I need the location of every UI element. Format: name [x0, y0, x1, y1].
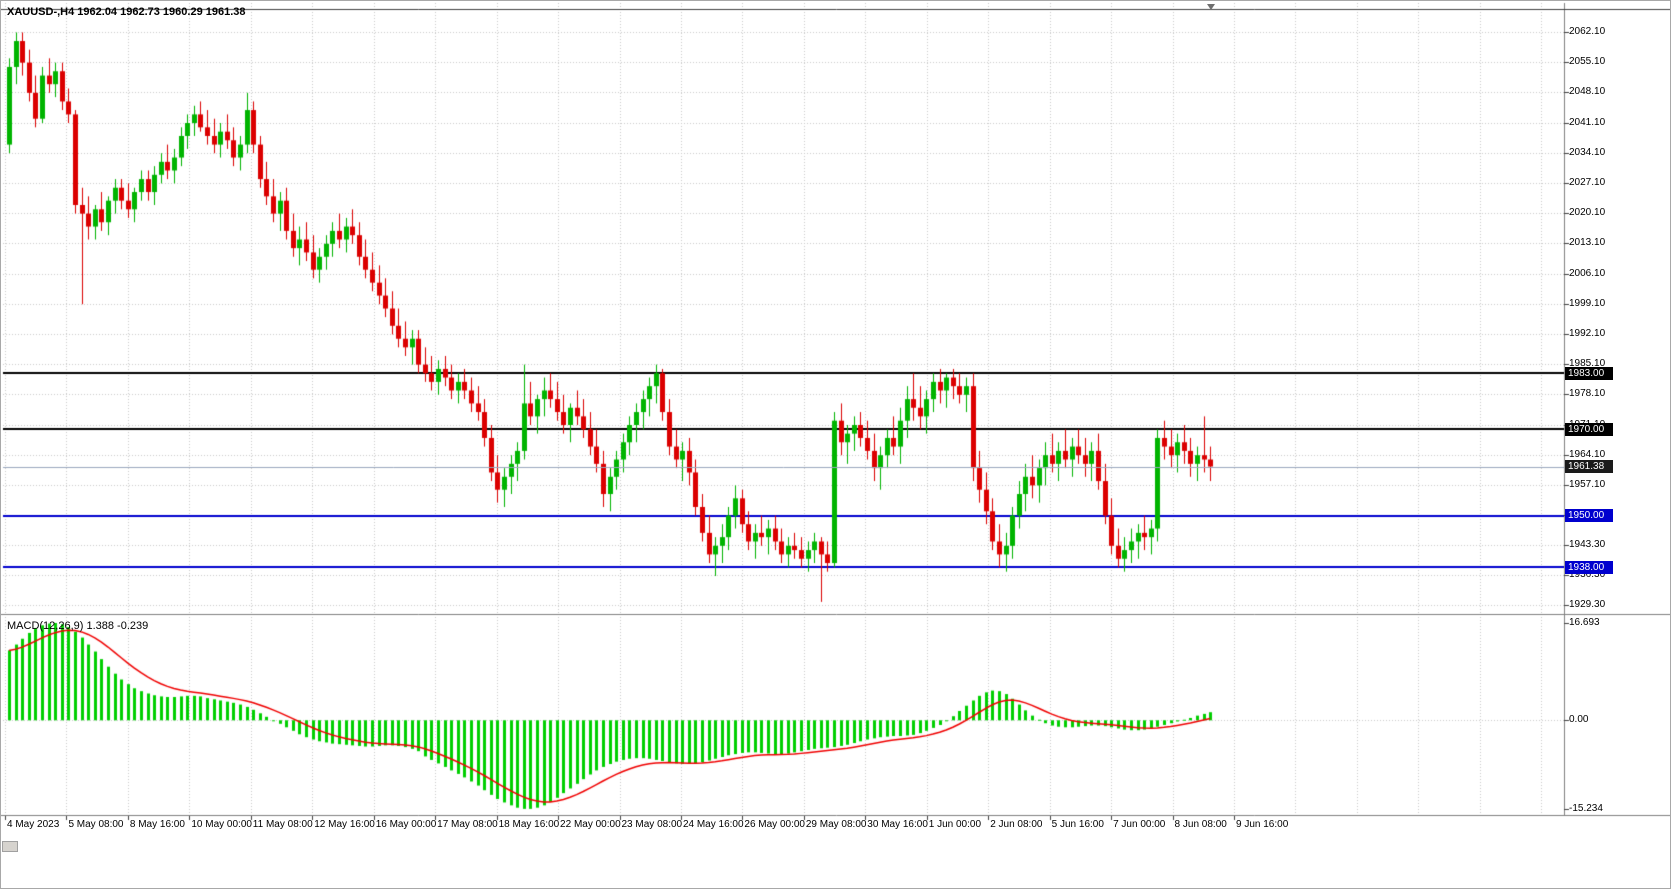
time-tick-label: 12 May 16:00 [314, 819, 375, 830]
price-tick-label: 2055.10 [1569, 56, 1606, 68]
price-tick-label: 2020.10 [1569, 207, 1606, 219]
horizontal-scrollbar-thumb[interactable] [2, 841, 18, 852]
price-level-badge: 1938.00 [1565, 560, 1613, 574]
price-tick-label: 1978.10 [1569, 388, 1606, 400]
time-tick-label: 5 Jun 16:00 [1051, 819, 1104, 830]
time-axis[interactable]: 4 May 2023 5 May 08:00 8 May 16:00 10 May 0… [1, 816, 1670, 836]
chart-shift-marker-icon[interactable] [1207, 4, 1215, 10]
time-tick-label: 8 May 16:00 [129, 819, 185, 830]
time-tick-label: 23 May 08:00 [621, 819, 683, 830]
time-tick-label: 17 May 08:00 [437, 819, 498, 830]
time-tick-label: 1 Jun 00:00 [928, 819, 982, 830]
time-tick-label: 29 May 08:00 [805, 819, 867, 830]
time-tick-label: 10 May 00:00 [191, 819, 252, 830]
time-tick-label: 7 Jun 00:00 [1113, 819, 1166, 830]
price-tick-label: 1964.10 [1569, 448, 1606, 460]
price-level-badge: 1970.00 [1565, 422, 1613, 436]
price-level-badge: 1983.00 [1565, 366, 1613, 380]
time-tick-label: 4 May 2023 [7, 819, 60, 830]
time-tick-label: 16 May 00:00 [375, 819, 437, 830]
time-tick-label: 26 May 00:00 [744, 819, 805, 830]
time-tick-label: 8 Jun 08:00 [1174, 819, 1227, 830]
price-tick-label: 1985.10 [1569, 358, 1606, 370]
price-tick-label: 1992.10 [1569, 327, 1606, 339]
price-tick-label: 2034.10 [1569, 146, 1606, 158]
macd-indicator-label: MACD(12,26,9) 1.388 -0.239 [7, 620, 149, 632]
time-tick-label: 18 May 16:00 [498, 819, 560, 830]
time-tick-label: 24 May 16:00 [682, 819, 744, 830]
price-tick-label: 2041.10 [1569, 116, 1606, 128]
time-tick-label: 22 May 00:00 [560, 819, 621, 830]
macd-tick-label: 16.693 [1569, 617, 1600, 629]
price-tick-label: 2048.10 [1569, 86, 1606, 98]
time-tick-label: 9 Jun 16:00 [1236, 819, 1289, 830]
time-tick-label: 5 May 08:00 [68, 819, 124, 830]
price-tick-label: 1943.30 [1569, 538, 1606, 550]
price-tick-label: 1957.10 [1569, 478, 1606, 490]
price-tick-label: 2027.10 [1569, 176, 1606, 188]
macd-tick-label: -15.234 [1569, 803, 1603, 815]
price-tick-label: 2006.10 [1569, 267, 1606, 279]
price-tick-label: 2062.10 [1569, 26, 1606, 37]
time-tick-label: 11 May 08:00 [252, 819, 313, 830]
price-tick-label: 1936.30 [1569, 568, 1606, 580]
price-tick-label: 1929.30 [1569, 598, 1606, 610]
price-level-badge: 1950.00 [1565, 509, 1613, 523]
time-tick-label: 30 May 16:00 [867, 819, 928, 830]
symbol-ohlc-label: XAUUSD-,H4 1962.04 1962.73 1960.29 1961.… [7, 6, 246, 18]
price-tick-label: 1999.10 [1569, 297, 1606, 309]
price-tick-label: 2013.10 [1569, 237, 1606, 249]
time-tick-label: 2 Jun 08:00 [990, 819, 1043, 830]
macd-tick-label: 0.00 [1569, 714, 1589, 726]
price-axis[interactable]: 2062.10 2055.10 2048.10 2041.10 2034.10 2027.… [1564, 1, 1670, 815]
price-level-badge: 1961.38 [1565, 460, 1613, 473]
